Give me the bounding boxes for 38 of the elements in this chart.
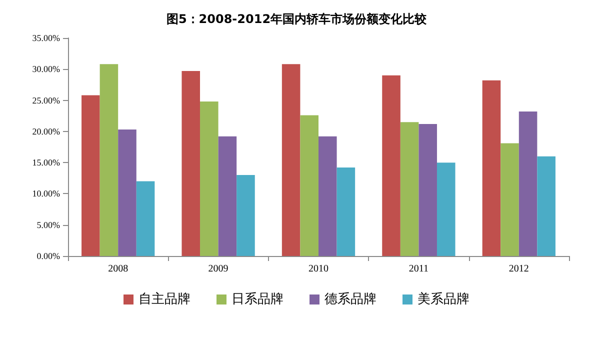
legend-label: 自主品牌 — [138, 291, 190, 307]
bar — [400, 122, 419, 256]
bar — [200, 102, 218, 256]
bar — [537, 156, 556, 256]
bar — [382, 75, 400, 256]
bar — [182, 71, 200, 256]
bar — [300, 115, 318, 256]
bar — [236, 175, 255, 256]
x-tick-label: 2008 — [108, 264, 128, 274]
bar — [500, 143, 519, 256]
bar — [118, 130, 136, 256]
y-tick-label: 35.00% — [32, 33, 60, 43]
y-tick-label: 15.00% — [32, 158, 60, 168]
y-tick-label: 20.00% — [32, 126, 60, 136]
bar — [336, 168, 356, 256]
legend-label: 德系品牌 — [324, 292, 376, 307]
bar — [136, 181, 155, 256]
bar — [318, 136, 337, 256]
x-tick-label: 2010 — [308, 264, 328, 274]
legend-label: 日系品牌 — [232, 292, 284, 307]
x-tick-label: 2012 — [508, 264, 529, 274]
bar — [482, 80, 501, 256]
x-tick-label: 2011 — [408, 264, 429, 274]
y-tick-label: 5.00% — [36, 220, 60, 230]
bar — [282, 64, 300, 256]
bar — [418, 124, 437, 256]
bar — [100, 64, 118, 256]
bar — [218, 136, 237, 256]
y-tick-label: 10.00% — [32, 188, 60, 199]
y-tick-label: 25.00% — [32, 95, 60, 106]
bar — [82, 95, 100, 256]
y-tick-label: 30.00% — [32, 64, 60, 74]
bar — [518, 111, 538, 256]
bar — [436, 162, 456, 256]
x-tick-label: 2009 — [208, 264, 228, 274]
y-tick-label: 0.00% — [36, 251, 60, 261]
chart-title: 图5：2008-2012年国内轿车市场份额变化比较 — [166, 12, 428, 26]
legend-label: 美系品牌 — [418, 291, 470, 307]
